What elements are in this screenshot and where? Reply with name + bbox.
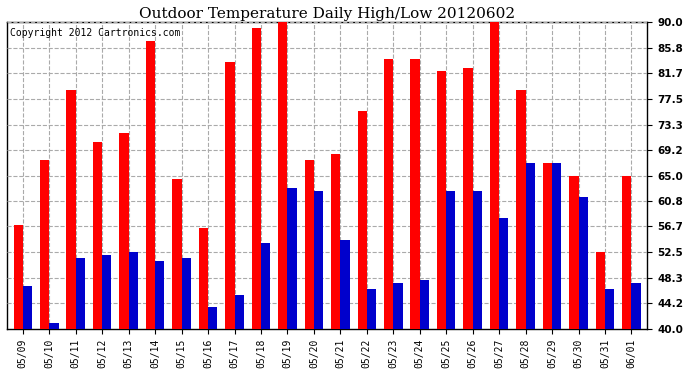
Text: Copyright 2012 Cartronics.com: Copyright 2012 Cartronics.com (10, 28, 181, 38)
Bar (631, 283, 641, 375)
Bar (331, 154, 340, 375)
Bar (172, 178, 181, 375)
Bar (155, 261, 164, 375)
Bar (66, 90, 76, 375)
Bar (499, 219, 509, 375)
Bar (552, 163, 562, 375)
Bar (622, 176, 631, 375)
Bar (146, 40, 155, 375)
Bar (357, 111, 367, 375)
Bar (437, 71, 446, 375)
Bar (288, 188, 297, 375)
Bar (305, 160, 314, 375)
Bar (516, 90, 526, 375)
Bar (464, 68, 473, 375)
Bar (278, 16, 288, 375)
Bar (569, 176, 578, 375)
Bar (578, 197, 588, 375)
Bar (252, 28, 261, 375)
Bar (261, 243, 270, 375)
Bar (225, 62, 235, 375)
Bar (181, 258, 191, 375)
Bar (526, 163, 535, 375)
Bar (208, 308, 217, 375)
Bar (411, 59, 420, 375)
Bar (93, 142, 102, 375)
Bar (199, 228, 208, 375)
Bar (14, 225, 23, 375)
Bar (314, 191, 323, 375)
Bar (76, 258, 85, 375)
Bar (40, 160, 49, 375)
Bar (102, 255, 112, 375)
Bar (235, 295, 244, 375)
Bar (49, 323, 59, 375)
Bar (420, 280, 429, 375)
Bar (473, 191, 482, 375)
Bar (128, 252, 138, 375)
Bar (340, 240, 350, 375)
Bar (23, 286, 32, 375)
Bar (605, 289, 614, 375)
Bar (543, 163, 552, 375)
Bar (595, 252, 605, 375)
Title: Outdoor Temperature Daily High/Low 20120602: Outdoor Temperature Daily High/Low 20120… (139, 7, 515, 21)
Bar (384, 59, 393, 375)
Bar (367, 289, 376, 375)
Bar (393, 283, 402, 375)
Bar (119, 133, 128, 375)
Bar (490, 22, 499, 375)
Bar (446, 191, 455, 375)
